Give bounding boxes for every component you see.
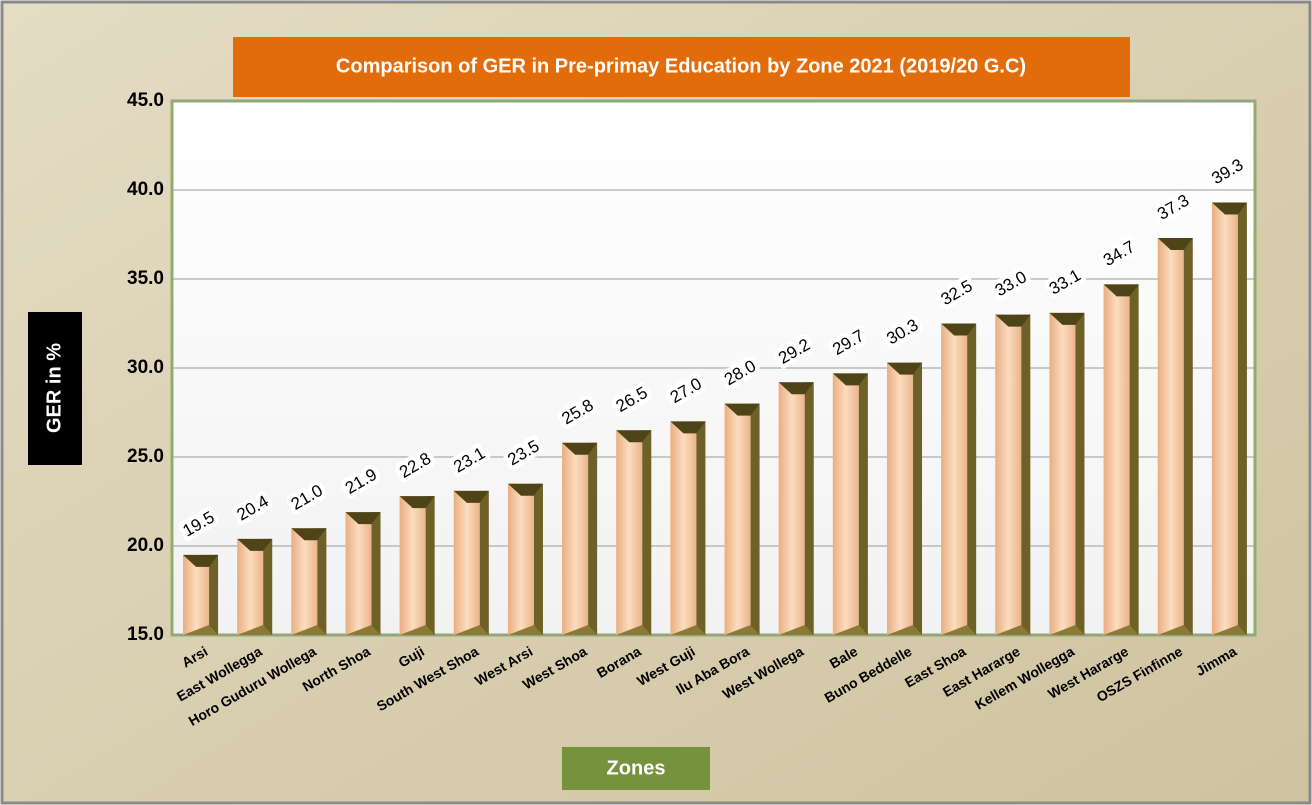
bar-bottom (453, 625, 489, 635)
bar-bottom (399, 625, 435, 635)
y-axis-title: GER in % (43, 343, 65, 433)
bar-side (858, 373, 868, 635)
bar-bottom (995, 625, 1031, 635)
y-tick-label: 25.0 (127, 446, 164, 467)
bar-shade (1157, 238, 1184, 635)
bar-bottom (941, 625, 977, 635)
bar-side (533, 483, 543, 635)
bar-top (237, 538, 273, 551)
y-tick-label: 45.0 (127, 90, 164, 111)
bar-bottom (291, 625, 327, 635)
bar-bottom (616, 625, 652, 635)
bar-side (913, 362, 923, 635)
y-tick-label: 35.0 (127, 268, 164, 289)
bar-bottom (832, 625, 868, 635)
bar-bottom (1211, 625, 1247, 635)
y-label-box (28, 312, 82, 465)
bar-shade (399, 496, 426, 635)
bar-bottom (507, 625, 543, 635)
bar-top (670, 421, 706, 434)
bar-top (724, 403, 760, 416)
bar-side (1129, 284, 1139, 635)
bar-shade (562, 442, 589, 635)
bar-bottom (183, 625, 219, 635)
bar-top (1049, 312, 1085, 325)
bar-bottom (887, 625, 923, 635)
y-tick-label: 30.0 (127, 357, 164, 378)
bar-side (209, 554, 219, 635)
bar-shade (887, 362, 914, 635)
x-axis-title: Zones (607, 757, 666, 779)
bar-top (345, 512, 381, 525)
bar-side (804, 382, 814, 635)
bar-side (317, 528, 327, 635)
bar-side (371, 512, 381, 635)
bar-bottom (778, 625, 814, 635)
bar-top (399, 496, 435, 509)
bar-bottom (345, 625, 381, 635)
bar-bottom (1157, 625, 1193, 635)
bar-bottom (1049, 625, 1085, 635)
bar-top (183, 554, 219, 567)
bar-top (291, 528, 327, 541)
bar-shade (453, 490, 480, 635)
bar-shade (237, 538, 264, 635)
y-tick-label: 20.0 (127, 535, 164, 556)
bar-side (642, 430, 652, 635)
bar-side (588, 442, 598, 635)
bar-bottom (1103, 625, 1139, 635)
bar-bottom (670, 625, 706, 635)
bar-side (1075, 312, 1085, 635)
bar-top (995, 314, 1031, 327)
bar-top (453, 490, 489, 503)
title-box (233, 37, 1130, 97)
bar-shade (724, 403, 751, 635)
bar-shade (1049, 312, 1076, 635)
bar-shade (1103, 284, 1130, 635)
bar-shade (183, 554, 210, 635)
x-label-box (562, 747, 710, 790)
bar-shade (941, 323, 968, 635)
bar-shade (345, 512, 372, 635)
bar-shade (291, 528, 318, 635)
bar-side (1021, 314, 1031, 635)
bar-shade (670, 421, 697, 635)
bar-side (263, 538, 273, 635)
bar-shade (995, 314, 1022, 635)
bar-top (941, 323, 977, 336)
bar-side (967, 323, 977, 635)
bar-bottom (237, 625, 273, 635)
bar-top (562, 442, 598, 455)
bar-top (1157, 238, 1193, 251)
bar-top (832, 373, 868, 386)
bar-top (1103, 284, 1139, 297)
bar-side (425, 496, 435, 635)
bar-top (778, 382, 814, 395)
bar-side (696, 421, 706, 635)
y-tick-label: 40.0 (127, 179, 164, 200)
bar-shade (778, 382, 805, 635)
bar-side (1237, 202, 1247, 635)
bar-top (507, 483, 543, 496)
bar-side (1183, 238, 1193, 635)
bar-bottom (562, 625, 598, 635)
bar-bottom (724, 625, 760, 635)
bar-shade (507, 483, 534, 635)
bar-shade (1211, 202, 1238, 635)
y-tick-label: 15.0 (127, 624, 164, 645)
bar-top (887, 362, 923, 375)
bar-shade (616, 430, 643, 635)
bar-top (1211, 202, 1247, 215)
bar-side (750, 403, 760, 635)
bar-shade (832, 373, 859, 635)
bar-side (479, 490, 489, 635)
bar-top (616, 430, 652, 443)
chart-title: Comparison of GER in Pre-primay Educatio… (336, 55, 1026, 77)
